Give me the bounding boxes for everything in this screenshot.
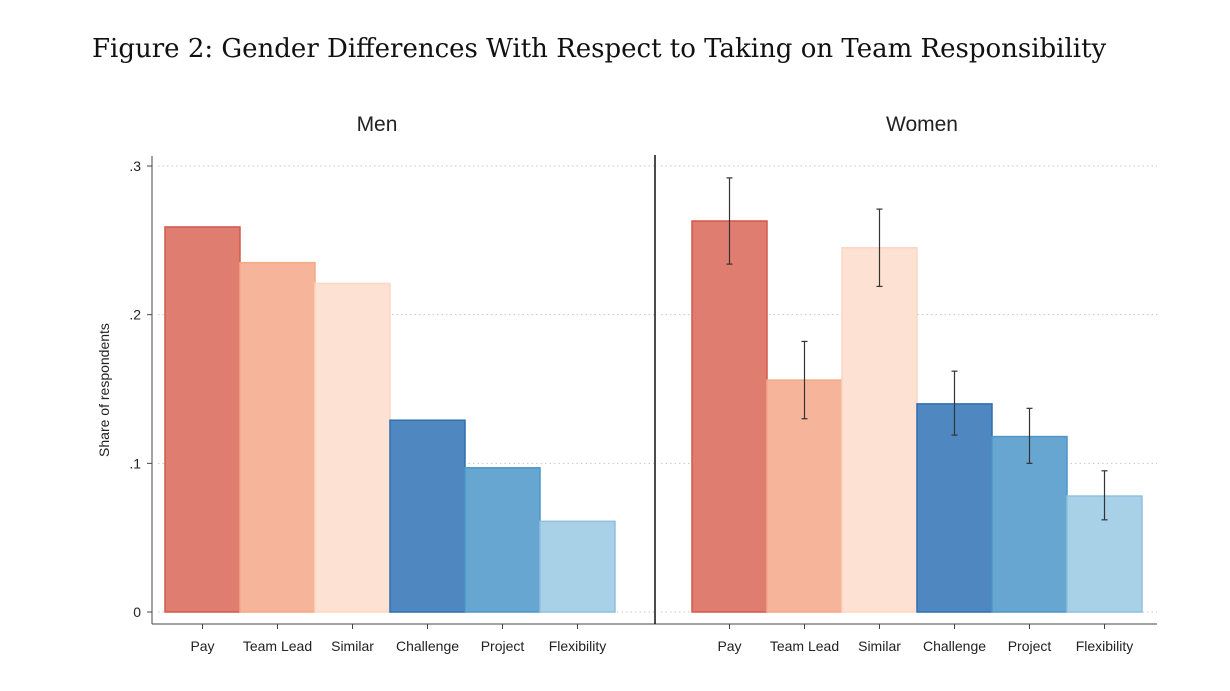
y-axis-title: Share of respondents: [96, 323, 112, 457]
y-tick-label--2: .2: [129, 307, 141, 323]
x-tick-label-men-team-lead: Team Lead: [243, 638, 312, 654]
bar-men-similar: [314, 282, 391, 613]
x-tick-label-women-project: Project: [1008, 638, 1052, 654]
panel-title-men: Men: [357, 113, 398, 136]
y-tick-label--1: .1: [129, 455, 141, 471]
error-bar-women-challenge: [951, 370, 958, 436]
y-tick-label-zero: 0: [133, 604, 141, 620]
x-tick-label-women-similar: Similar: [858, 638, 901, 654]
bar-men-flexibility: [539, 520, 616, 613]
bars: [164, 220, 1143, 613]
bar-men-project: [464, 467, 541, 613]
error-bar-women-flexibility: [1101, 470, 1108, 521]
y-tick-label--3: .3: [129, 158, 141, 174]
x-tick-label-women-flexibility: Flexibility: [1076, 638, 1134, 654]
bar-women-similar: [841, 247, 918, 613]
x-tick-label-men-flexibility: Flexibility: [549, 638, 607, 654]
error-bar-women-similar: [876, 208, 883, 288]
axes: [147, 155, 1157, 629]
error-bar-women-team-lead: [801, 340, 808, 420]
error-bar-women-pay: [726, 177, 733, 265]
x-tick-label-men-similar: Similar: [331, 638, 374, 654]
error-bars: [726, 177, 1108, 521]
figure-caption: Figure 2: Gender Differences With Respec…: [92, 34, 1107, 64]
x-tick-label-women-team-lead: Team Lead: [770, 638, 839, 654]
bar-women-flexibility: [1066, 495, 1143, 613]
x-tick-label-men-project: Project: [481, 638, 525, 654]
bar-men-challenge: [389, 419, 466, 613]
error-bar-women-project: [1026, 407, 1033, 464]
x-tick-label-men-pay: Pay: [190, 638, 214, 654]
x-tick-label-women-challenge: Challenge: [923, 638, 986, 654]
bar-men-team-lead: [239, 261, 316, 613]
labels: Men Pay Team Lead Similar Challenge Project Fl…: [129, 113, 1133, 654]
panel-title-women: Women: [886, 113, 958, 136]
x-tick-label-women-pay: Pay: [717, 638, 741, 654]
bar-men-pay: [164, 226, 241, 613]
bar-women-project: [991, 435, 1068, 613]
x-tick-label-men-challenge: Challenge: [396, 638, 459, 654]
bar-women-pay: [691, 220, 768, 613]
